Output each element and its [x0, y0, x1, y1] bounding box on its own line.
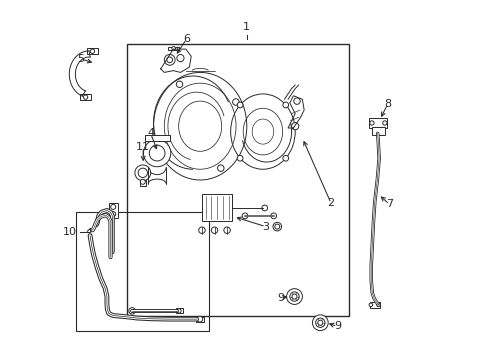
Circle shape: [197, 316, 203, 322]
Text: 11: 11: [136, 142, 150, 152]
Circle shape: [140, 179, 146, 184]
Circle shape: [149, 145, 165, 161]
Circle shape: [377, 303, 380, 307]
Circle shape: [273, 222, 282, 231]
Circle shape: [218, 165, 224, 171]
Circle shape: [283, 102, 289, 108]
Circle shape: [177, 309, 181, 313]
Circle shape: [318, 320, 323, 325]
Bar: [145, 135, 170, 140]
Text: 4: 4: [147, 129, 154, 138]
Circle shape: [144, 139, 171, 167]
Bar: [370, 302, 380, 308]
Circle shape: [370, 121, 374, 125]
Circle shape: [172, 46, 175, 50]
Circle shape: [271, 213, 276, 219]
Circle shape: [262, 205, 268, 211]
Circle shape: [294, 98, 300, 104]
Circle shape: [233, 99, 239, 105]
Circle shape: [292, 294, 297, 299]
Bar: [76, 212, 209, 330]
Text: 9: 9: [277, 293, 284, 303]
Circle shape: [176, 81, 183, 87]
Circle shape: [290, 292, 299, 301]
Text: 10: 10: [63, 227, 77, 237]
Bar: [176, 309, 183, 314]
Circle shape: [83, 95, 88, 99]
Circle shape: [111, 212, 116, 217]
Circle shape: [237, 156, 243, 161]
Circle shape: [292, 123, 299, 130]
Bar: [168, 46, 179, 50]
Circle shape: [313, 315, 328, 330]
Bar: [80, 94, 91, 100]
Circle shape: [111, 204, 116, 210]
Text: 5: 5: [77, 54, 84, 64]
Bar: [140, 180, 146, 186]
Text: 2: 2: [327, 198, 335, 208]
Circle shape: [177, 54, 184, 62]
Circle shape: [211, 227, 218, 233]
Bar: [369, 118, 388, 128]
Bar: [372, 127, 385, 135]
Text: 9: 9: [334, 321, 341, 331]
Text: 7: 7: [386, 199, 393, 210]
Circle shape: [237, 102, 243, 108]
Bar: [109, 203, 118, 218]
Circle shape: [316, 318, 325, 327]
Circle shape: [164, 54, 175, 65]
Circle shape: [242, 213, 248, 219]
Circle shape: [90, 49, 95, 53]
Circle shape: [275, 224, 280, 229]
Bar: [87, 48, 98, 54]
Text: 3: 3: [262, 222, 270, 231]
Circle shape: [129, 308, 135, 314]
Bar: [196, 317, 204, 321]
Text: 8: 8: [384, 99, 392, 109]
Circle shape: [224, 227, 230, 233]
Circle shape: [287, 289, 302, 305]
Circle shape: [199, 227, 205, 233]
Bar: [126, 44, 349, 316]
Text: 1: 1: [244, 22, 250, 32]
Circle shape: [383, 121, 387, 125]
Bar: [202, 194, 232, 221]
Circle shape: [135, 165, 151, 181]
Circle shape: [283, 156, 289, 161]
Circle shape: [167, 57, 172, 63]
Text: 6: 6: [183, 34, 190, 44]
Circle shape: [161, 147, 168, 154]
Circle shape: [138, 168, 147, 177]
Circle shape: [369, 303, 373, 307]
